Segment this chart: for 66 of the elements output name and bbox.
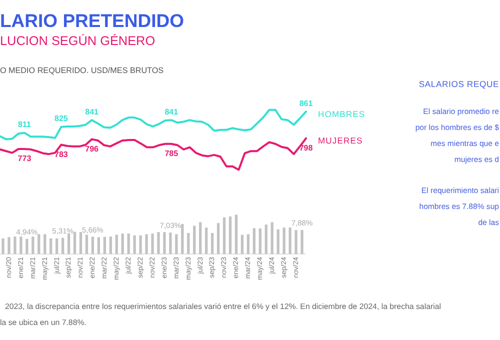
data-label: 841: [85, 107, 100, 116]
bar: [67, 234, 70, 254]
bar: [73, 232, 76, 254]
text: SALARIOS REQUE: [418, 79, 499, 89]
bar: [103, 236, 106, 254]
bar: [222, 217, 226, 254]
series-label: MUJERES: [318, 136, 363, 146]
bar: [32, 236, 34, 254]
bar: [187, 232, 190, 254]
bar: [181, 224, 184, 254]
bar: [14, 236, 16, 254]
data-label: 773: [18, 154, 32, 164]
bar: [258, 228, 262, 254]
data-label: 841: [164, 107, 179, 116]
bar: [199, 222, 202, 254]
data-label: 825: [54, 114, 68, 124]
bar: [234, 214, 238, 254]
bar: [109, 236, 112, 254]
bar: [97, 237, 100, 254]
bar: [79, 232, 82, 254]
bar: [204, 228, 208, 254]
bar: [175, 234, 178, 254]
bar: [50, 238, 52, 254]
bar: [115, 234, 118, 254]
bar: [2, 238, 4, 254]
bar: [26, 238, 28, 254]
bar: [264, 224, 268, 254]
data-label: 796: [85, 144, 100, 154]
bar: [121, 234, 124, 254]
bar: [55, 238, 58, 254]
bar: [127, 234, 130, 254]
bar: [8, 237, 10, 254]
chart-subtitle: LUCION SEGÚN GÉNERO: [0, 34, 156, 48]
bar: [157, 232, 160, 254]
bar: [20, 236, 22, 254]
bar: [282, 228, 286, 254]
bar: [61, 238, 64, 254]
data-label: 861: [299, 98, 314, 108]
bar: [270, 222, 274, 254]
bar: [300, 230, 304, 254]
bar: [276, 229, 280, 254]
bar: [133, 235, 136, 254]
bar: [252, 228, 256, 254]
bar: [169, 232, 172, 254]
y-axis-title: O MEDIO REQUERIDO. USD/MES BRUTOS: [0, 66, 164, 75]
bar: [44, 234, 46, 254]
bar: [91, 236, 94, 254]
bar: [246, 234, 250, 254]
bar: [210, 232, 214, 254]
bar: [240, 234, 244, 254]
bar: [193, 226, 196, 254]
bar: [216, 223, 220, 254]
chart-title: LARIO PRETENDIDO: [0, 10, 184, 32]
data-label: 798: [299, 144, 314, 153]
bar: [145, 234, 148, 254]
bar: [151, 234, 154, 254]
bar: [163, 232, 166, 254]
series-label: HOMBRES: [318, 108, 366, 119]
bar: [294, 230, 298, 254]
data-label: 785: [164, 149, 179, 158]
bar: [288, 228, 292, 254]
bar: [228, 216, 232, 254]
data-label: 811: [18, 120, 32, 130]
bar: [38, 234, 40, 254]
bar: [139, 235, 142, 254]
bar: [85, 234, 88, 254]
